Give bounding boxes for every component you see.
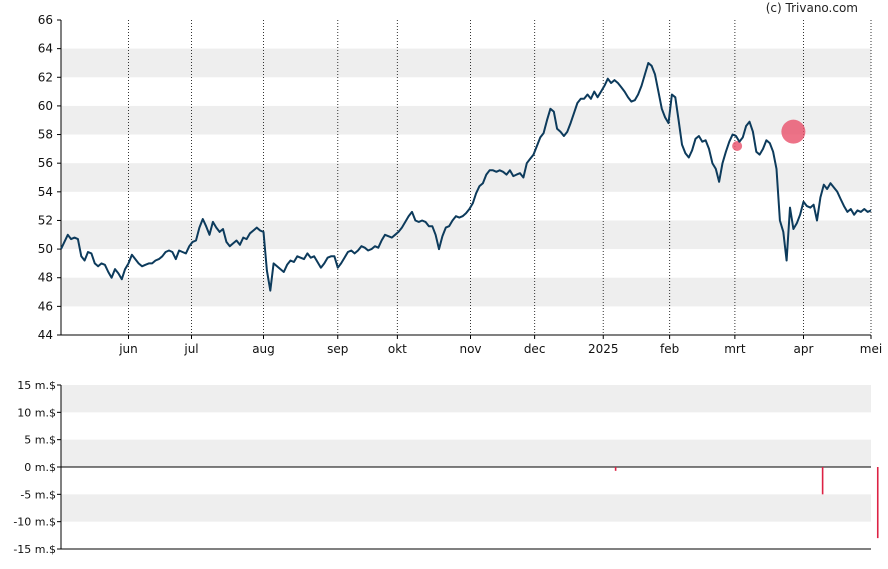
y-tick-label: 56 bbox=[38, 156, 53, 170]
y-tick-label: 66 bbox=[38, 13, 53, 27]
price-band bbox=[61, 163, 871, 192]
trade-marker bbox=[732, 141, 743, 151]
x-tick-label: sep bbox=[327, 342, 348, 356]
volume-y-tick-label: -15 m.$ bbox=[13, 543, 56, 556]
y-tick-label: 58 bbox=[38, 128, 53, 142]
volume-band bbox=[61, 494, 871, 522]
volume-y-tick-label: 5 m.$ bbox=[24, 434, 56, 447]
y-tick-label: 52 bbox=[38, 213, 53, 227]
x-tick-label: 2025 bbox=[588, 342, 619, 356]
x-tick-label: okt bbox=[388, 342, 407, 356]
x-tick-label: aug bbox=[252, 342, 275, 356]
price-line bbox=[60, 62, 872, 292]
credit-text: (c) Trivano.com bbox=[765, 1, 858, 15]
x-tick-label: mrt bbox=[724, 342, 746, 356]
x-tick-label: jul bbox=[183, 342, 198, 356]
volume-band bbox=[61, 439, 871, 467]
x-tick-label: mei bbox=[860, 342, 882, 356]
volume-band bbox=[61, 385, 871, 413]
x-tick-label: dec bbox=[524, 342, 546, 356]
y-tick-label: 64 bbox=[38, 42, 53, 56]
y-tick-label: 50 bbox=[38, 242, 53, 256]
x-tick-label: feb bbox=[660, 342, 679, 356]
price-band bbox=[61, 48, 871, 78]
y-tick-label: 46 bbox=[38, 299, 53, 313]
volume-y-tick-label: 0 m.$ bbox=[24, 461, 56, 474]
y-tick-label: 54 bbox=[38, 185, 53, 199]
volume-y-tick-label: 15 m.$ bbox=[17, 379, 56, 392]
volume-y-tick-label: 10 m.$ bbox=[17, 406, 56, 419]
trade-marker bbox=[781, 119, 806, 144]
y-tick-label: 62 bbox=[38, 70, 53, 84]
volume-y-tick-label: -5 m.$ bbox=[20, 488, 56, 501]
y-tick-label: 48 bbox=[38, 271, 53, 285]
volume-y-tick-label: -10 m.$ bbox=[13, 516, 56, 529]
x-tick-label: nov bbox=[459, 342, 481, 356]
y-tick-label: 60 bbox=[38, 99, 53, 113]
price-band bbox=[61, 220, 871, 250]
x-tick-label: jun bbox=[118, 342, 138, 356]
price-band bbox=[61, 277, 871, 307]
x-tick-label: apr bbox=[794, 342, 814, 356]
y-tick-label: 44 bbox=[38, 328, 53, 342]
price-band bbox=[61, 105, 871, 135]
